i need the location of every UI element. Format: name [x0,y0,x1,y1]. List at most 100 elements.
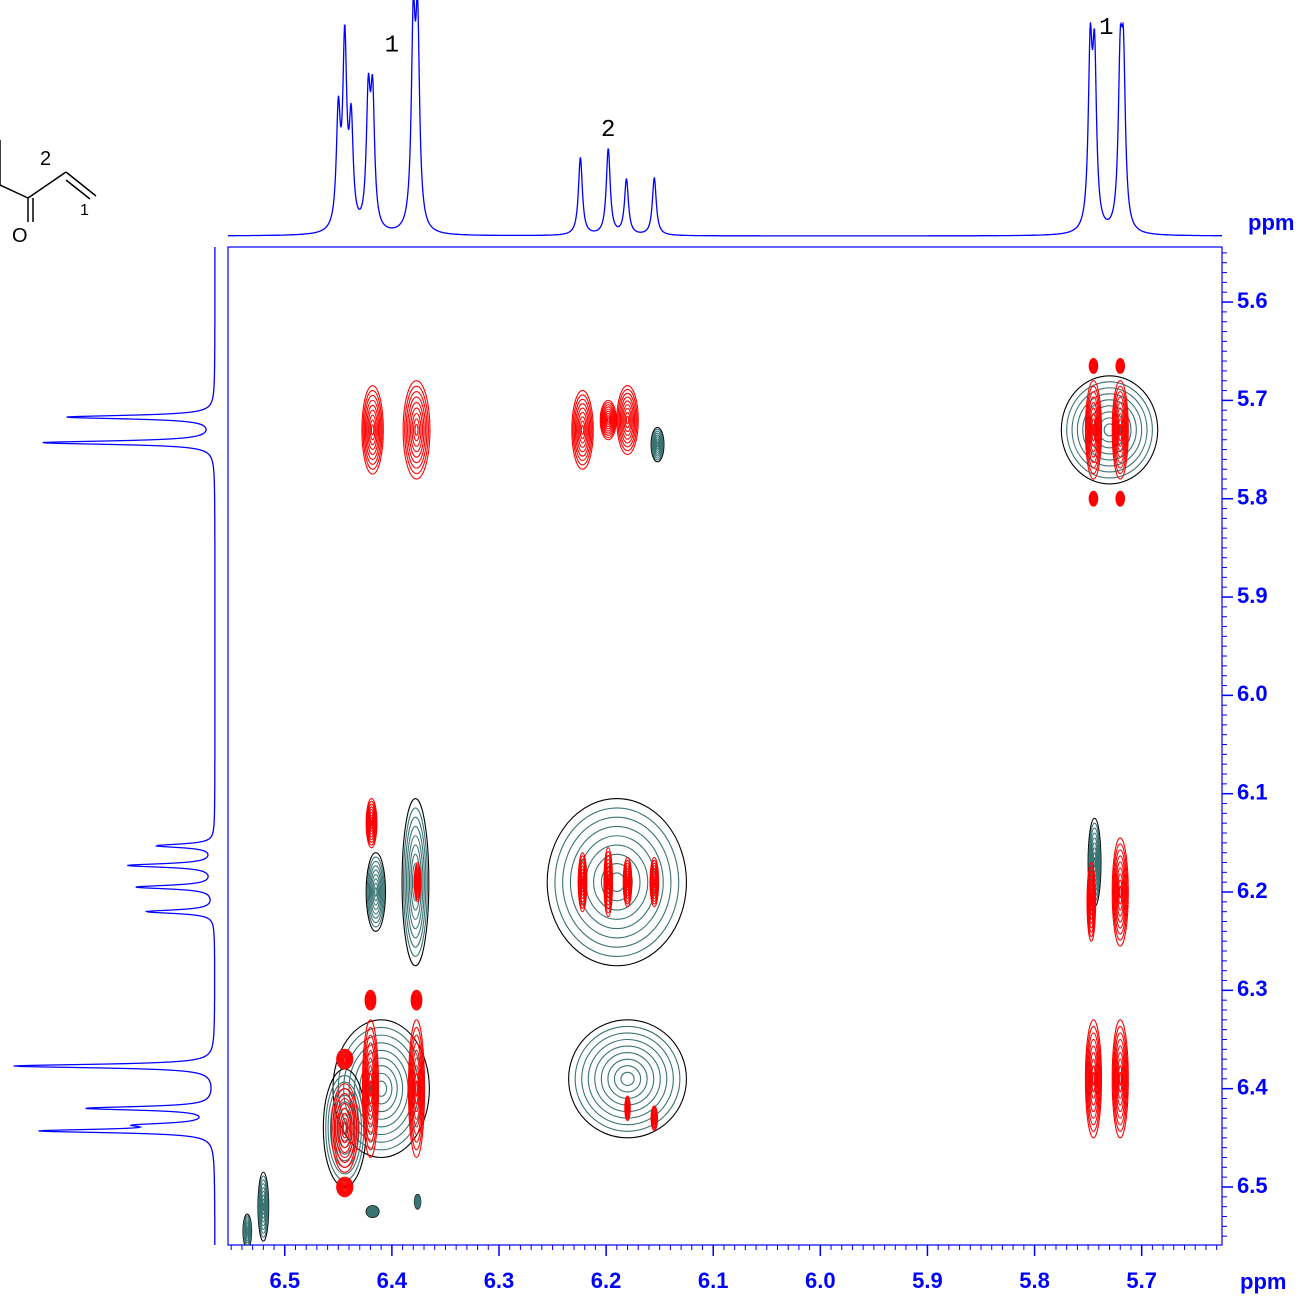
cross-peak [407,1019,426,1159]
contour-level [653,1116,656,1121]
contour-level [1091,1065,1096,1093]
contour-level [651,430,664,459]
contour-level [370,424,375,436]
contour-level [1086,1032,1101,1126]
contour-level [414,996,419,1004]
contour-level [1092,497,1095,501]
cross-peak [616,385,639,456]
contour-level [626,1106,629,1111]
contour-level [339,1053,350,1066]
contour-level [407,396,426,464]
cross-peak [1088,358,1099,374]
contour-level [365,990,376,1010]
cross-peak [1086,861,1097,942]
contour-level [1115,1045,1126,1113]
cross-peak [401,798,430,967]
side-projection [13,247,216,1245]
contour-level [327,1081,362,1175]
contour-level [414,423,419,436]
contour-level [408,844,422,920]
contour-level [361,385,384,475]
cross-peak [577,852,588,913]
contour-level [367,409,378,451]
contour-level [402,807,428,958]
contour-level [655,440,660,450]
y-tick-label: 5.7 [1237,386,1268,411]
contour-level [337,1177,353,1197]
contour-level [337,1178,352,1196]
contour-level [414,997,419,1003]
cross-peak [410,989,423,1011]
contour-level [1090,412,1097,447]
contour-level [650,426,665,463]
contour-level [261,1198,266,1215]
contour-level [1112,1025,1128,1132]
contour-level [1092,364,1095,368]
y-axis-label: ppm [1248,210,1294,235]
contour-level [1071,387,1148,473]
contour-level [653,878,656,886]
contour-level [604,410,613,430]
contour-level [607,877,610,887]
peak-annotation: 2 [601,117,615,144]
contour-level [365,1049,376,1128]
contour-level [1117,879,1123,905]
contour-level [652,432,663,457]
contour-level [410,1042,423,1136]
contour-level [337,1049,353,1069]
top-projection [228,0,1222,237]
contour-level [416,879,419,885]
contour-level [1116,867,1125,917]
contour-level [362,390,383,470]
contour-level [1084,380,1103,480]
contour-level [367,995,374,1006]
contour-level [368,808,376,838]
y-tick-label: 6.5 [1237,1173,1268,1198]
contour-level [404,385,429,475]
contour-level [339,1112,350,1144]
x-tick-label: 6.4 [377,1268,408,1293]
contour-level [359,1057,404,1120]
contour-level [1118,423,1122,436]
contour-level [606,417,610,423]
contour-level [368,865,383,919]
contour-level [339,1180,350,1194]
cross-peak [364,989,377,1011]
contour-level [368,1207,377,1216]
contour-level [413,995,420,1006]
contour-level [412,993,421,1008]
cross-peak [1088,490,1099,507]
contour-level [341,1120,348,1136]
cross-peak [365,798,378,849]
contour-level [1092,1071,1095,1086]
contour-level [368,811,375,835]
contour-level [1111,1019,1129,1139]
cross-peak [624,1095,631,1122]
contour-level [577,411,588,448]
x-tick-label: 6.2 [591,1268,622,1293]
cross-peak [1060,375,1159,485]
contour-level [367,1065,374,1113]
contour-level [579,420,586,440]
bond [65,179,91,200]
contour-level [1117,873,1124,911]
contour-level [369,1209,376,1215]
x-tick-label: 6.3 [484,1268,515,1293]
contour-level [341,1055,348,1063]
cross-peak [413,1193,422,1210]
contour-level [625,415,630,425]
contour-level [1114,855,1127,929]
contour-level [571,390,594,470]
contour-level [574,1025,681,1132]
contour-level [554,807,680,958]
cross-peak [402,380,431,480]
contour-level [336,1048,354,1070]
contour-level [1117,418,1123,442]
contour-level [412,994,421,1007]
contour-level [365,991,376,1009]
contour-level [322,1068,367,1188]
cross-peak [649,857,660,908]
contour-level [1088,402,1099,458]
cross-peak [336,1176,354,1198]
contour-level [342,1184,348,1190]
